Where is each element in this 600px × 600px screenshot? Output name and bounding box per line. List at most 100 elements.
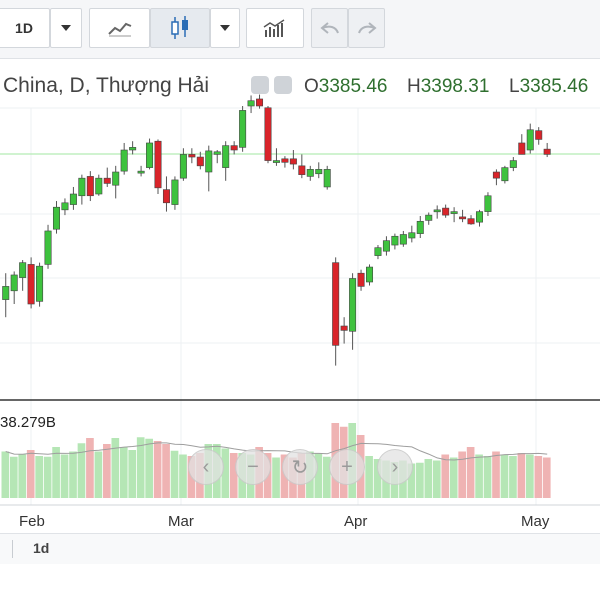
interval-button[interactable]: 1D [0, 8, 50, 48]
volume-bar [229, 453, 238, 498]
candle-body [408, 232, 416, 239]
candle-body [188, 154, 196, 158]
volume-bar [458, 451, 466, 498]
volume-bar [500, 454, 509, 498]
candle-body [349, 278, 357, 332]
range-1d-button[interactable]: 1d [33, 540, 50, 556]
line-chart-icon [107, 22, 131, 37]
bottom-range-bar: 1d [0, 533, 600, 564]
volume-bar [1, 451, 10, 498]
candlestick-button[interactable] [150, 8, 210, 48]
candle-body [450, 211, 458, 214]
volume-bar [26, 450, 35, 498]
interval-label: 1D [15, 20, 33, 36]
candle-body [442, 207, 450, 216]
candle-body [306, 169, 314, 177]
dropdown-icon [220, 25, 230, 31]
chart-toolbar: 1D [0, 0, 600, 59]
candle-body [2, 286, 10, 300]
volume-bar [43, 456, 52, 498]
volume-bar [9, 456, 18, 498]
candle-body [323, 169, 331, 188]
zoom-in-icon: + [341, 455, 353, 478]
volume-bar [441, 454, 450, 498]
candle-body [205, 150, 213, 173]
month-label-mar: Mar [168, 513, 194, 530]
candle-body [112, 171, 120, 186]
chevron-left-icon: ‹ [202, 455, 210, 478]
candle-body [535, 130, 543, 140]
scroll-right-button[interactable]: › [377, 449, 413, 485]
visibility-eye-icon[interactable] [251, 76, 269, 94]
line-chart-button[interactable] [89, 8, 150, 48]
candle-body [213, 151, 221, 155]
chart-type-dropdown-button[interactable] [210, 8, 240, 48]
candle-body [146, 142, 154, 168]
candle-body [484, 195, 492, 212]
candle-body [416, 220, 424, 234]
volume-bar [77, 443, 86, 498]
volume-ma-line [5, 442, 548, 461]
candle-body [196, 156, 204, 167]
divider [12, 540, 13, 558]
symbol-legend: China, D, Thượng Hải O3385.46 H3398.31 L… [0, 66, 600, 106]
volume-bar [35, 456, 43, 498]
zoom-out-icon: − [247, 455, 259, 478]
candle-body [179, 154, 187, 179]
candle-body [399, 234, 407, 245]
candle-body [19, 262, 27, 278]
candlestick-icon [171, 16, 188, 39]
candle-body [332, 262, 340, 346]
candle-body [425, 214, 433, 221]
volume-bar [475, 454, 483, 498]
indicators-button[interactable] [246, 8, 304, 48]
candle-body [518, 142, 526, 155]
candle-body [357, 272, 365, 287]
candle-body [222, 145, 230, 168]
volume-bar [60, 454, 69, 498]
settings-gear-icon[interactable] [274, 76, 292, 94]
zoom-out-button[interactable]: − [235, 449, 271, 485]
undo-button[interactable] [311, 8, 348, 48]
candle-body [44, 230, 52, 265]
candle-body [10, 274, 18, 292]
candle-body [366, 266, 374, 283]
volume-bar [314, 453, 323, 498]
candle-body [171, 179, 179, 205]
reset-view-button[interactable]: ↻ [282, 449, 318, 485]
volume-bar [424, 459, 433, 498]
volume-bar [373, 459, 382, 498]
month-label-feb: Feb [19, 513, 45, 530]
candle-body [247, 100, 255, 107]
undo-icon [319, 22, 339, 34]
candle-body [298, 165, 306, 175]
candle-body [281, 158, 289, 163]
volume-bar [466, 447, 475, 498]
candle-body [459, 216, 467, 220]
volume-bar [492, 451, 500, 498]
volume-bar [416, 462, 424, 498]
candle-body [391, 235, 399, 246]
month-label-apr: Apr [344, 513, 368, 530]
interval-dropdown-button[interactable] [50, 8, 82, 48]
candle-body [36, 265, 44, 302]
volume-bar [111, 438, 120, 498]
candle-body [230, 145, 238, 151]
candle-body [492, 171, 500, 179]
candle-body [69, 193, 77, 205]
zoom-in-button[interactable]: + [329, 449, 365, 485]
redo-button[interactable] [348, 8, 385, 48]
volume-bar [170, 450, 179, 498]
volume-bar [162, 444, 170, 498]
volume-bar [322, 456, 331, 498]
volume-bar [86, 438, 94, 498]
candle-body [52, 206, 60, 230]
candle-body [264, 107, 272, 161]
scroll-left-button[interactable]: ‹ [188, 449, 224, 485]
candle-body [475, 211, 483, 223]
redo-icon [357, 22, 377, 34]
candle-body [467, 218, 475, 225]
volume-bar [52, 447, 60, 498]
month-label-may: May [521, 513, 550, 530]
volume-bar [103, 444, 111, 498]
